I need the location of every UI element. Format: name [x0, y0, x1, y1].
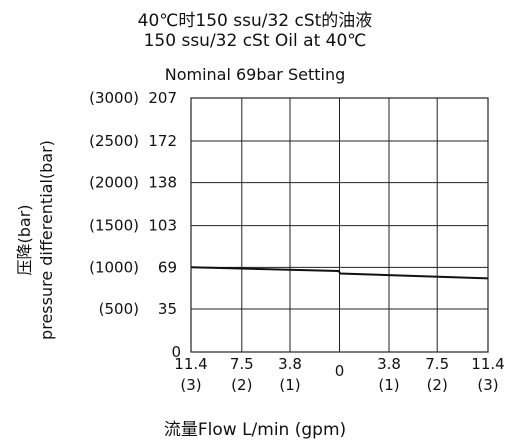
y-tick-label: 172 — [148, 132, 177, 150]
y-tick-sublabel: (500) — [99, 300, 139, 318]
x-tick-sublabel: (1) — [279, 376, 300, 394]
chart-title-english: 150 ssu/32 cSt Oil at 40℃ — [143, 31, 367, 51]
y-tick-label: 207 — [148, 89, 177, 107]
y-tick-label: 0 — [171, 343, 181, 361]
x-tick-label: 11.4 — [471, 355, 504, 373]
y-tick-sublabel: (2500) — [89, 132, 139, 150]
y-tick-label: 69 — [158, 258, 177, 276]
x-tick-label: 7.5 — [230, 355, 254, 373]
y-tick-sublabel: (2000) — [89, 174, 139, 192]
x-tick-label: 3.8 — [377, 355, 401, 373]
x-axis-label: 流量Flow L/min (gpm) — [163, 420, 347, 440]
y-tick-sublabel: (1500) — [89, 217, 139, 235]
x-tick-sublabel: (3) — [477, 376, 498, 394]
x-tick-sublabel: (3) — [180, 376, 201, 394]
x-tick-label: 11.4 — [174, 355, 207, 373]
pressure-curve — [190, 266, 489, 280]
y-tick-label: 138 — [148, 174, 177, 192]
y-tick-sublabel: (3000) — [89, 89, 139, 107]
chart-setting-label: Nominal 69bar Setting — [164, 65, 346, 84]
x-tick-label: 7.5 — [425, 355, 449, 373]
y-tick-label: 35 — [158, 300, 177, 318]
y-tick-sublabel: (1000) — [89, 258, 139, 276]
y-tick-label: 103 — [148, 217, 177, 235]
x-tick-sublabel: (1) — [378, 376, 399, 394]
x-tick-label: 3.8 — [278, 355, 302, 373]
x-tick-label: 0 — [335, 362, 345, 380]
chart-title-chinese: 40℃时150 ssu/32 cSt的油液 — [137, 11, 373, 31]
x-tick-sublabel: (2) — [427, 376, 448, 394]
x-tick-sublabel: (2) — [231, 376, 252, 394]
